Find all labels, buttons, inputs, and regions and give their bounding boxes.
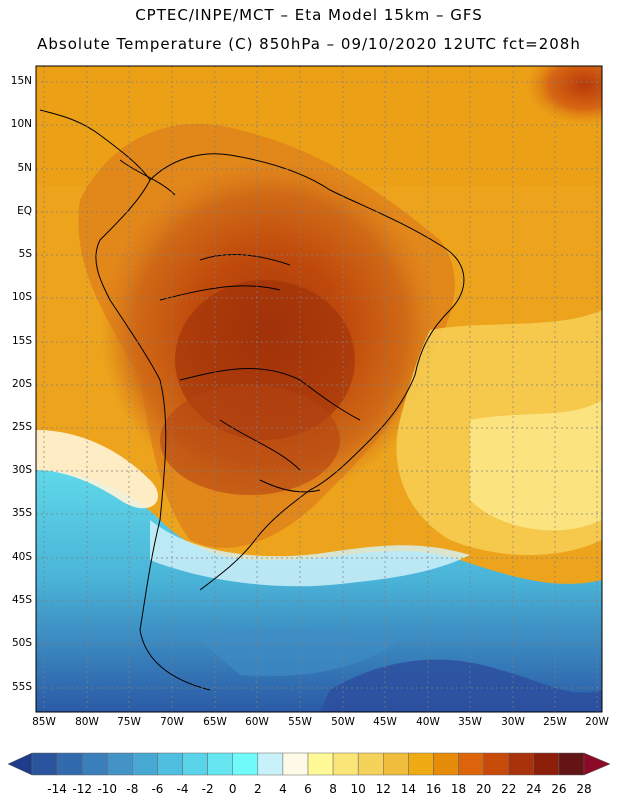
field-transition bbox=[36, 430, 159, 509]
lon-label: 25W bbox=[543, 716, 567, 728]
lon-label: 35W bbox=[458, 716, 482, 728]
colorbar-segment bbox=[408, 752, 434, 776]
lon-label: 70W bbox=[160, 716, 184, 728]
lon-label: 45W bbox=[373, 716, 397, 728]
lat-label: 10S bbox=[11, 291, 32, 303]
colorbar-label: 14 bbox=[400, 782, 416, 796]
field-cold-south bbox=[36, 470, 602, 712]
colorbar-segment bbox=[56, 752, 83, 776]
colorbar-label: 0 bbox=[228, 782, 237, 796]
title-line-1: CPTEC/INPE/MCT – Eta Model 15km – GFS bbox=[135, 6, 483, 24]
colorbar-label: 10 bbox=[350, 782, 366, 796]
colorbar-segment bbox=[508, 752, 535, 776]
lat-label: 35S bbox=[11, 507, 32, 519]
colorbar-label: 12 bbox=[375, 782, 391, 796]
colorbar-label: 4 bbox=[279, 782, 287, 796]
colorbar-label: 22 bbox=[501, 782, 517, 796]
coastlines bbox=[39, 109, 465, 691]
colorbar-segment bbox=[31, 752, 58, 776]
temperature-map bbox=[35, 65, 603, 713]
colorbar-label: -8 bbox=[126, 782, 139, 796]
colorbar-label: 2 bbox=[253, 782, 262, 796]
lon-label: 80W bbox=[75, 716, 99, 728]
lat-label: EQ bbox=[17, 205, 32, 217]
lon-label: 75W bbox=[117, 716, 141, 728]
lat-label: 55S bbox=[11, 681, 32, 693]
colorbar-segment bbox=[257, 752, 284, 776]
lon-label: 85W bbox=[32, 716, 56, 728]
field-transition-2 bbox=[150, 520, 470, 587]
colorbar-label: -2 bbox=[201, 782, 214, 796]
colorbar-segment bbox=[282, 752, 309, 776]
lat-label: 5S bbox=[18, 248, 32, 260]
lat-label: 15S bbox=[11, 335, 32, 347]
colorbar-label: 24 bbox=[526, 782, 542, 796]
lat-label: 20S bbox=[11, 378, 32, 390]
lon-label: 30W bbox=[501, 716, 525, 728]
colorbar-segment bbox=[307, 752, 334, 776]
colorbar-label: -6 bbox=[151, 782, 164, 796]
lat-label: 25S bbox=[11, 421, 32, 433]
lat-label: 10N bbox=[10, 118, 32, 130]
colorbar-segment bbox=[81, 752, 108, 776]
colorbar-label: -4 bbox=[176, 782, 189, 796]
colorbar-segment bbox=[157, 752, 183, 776]
colorbar-label: 6 bbox=[304, 782, 312, 796]
colorbar-segment bbox=[232, 752, 259, 776]
colorbar-segment bbox=[533, 752, 560, 776]
colorbar-arrow-right bbox=[583, 752, 611, 776]
lat-label: 45S bbox=[11, 594, 32, 606]
field-deep-cold bbox=[320, 659, 602, 712]
lon-label: 55W bbox=[288, 716, 312, 728]
lon-label: 60W bbox=[245, 716, 269, 728]
lat-label: 50S bbox=[11, 637, 32, 649]
colorbar-segment bbox=[483, 752, 509, 776]
lon-label: 40W bbox=[416, 716, 440, 728]
colorbar-segment bbox=[357, 752, 384, 776]
field-hot-core-3 bbox=[160, 385, 340, 495]
colorbar-segment bbox=[182, 752, 208, 776]
colorbar-label: -10 bbox=[97, 782, 118, 796]
plot-frame bbox=[35, 65, 603, 713]
lat-label: 30S bbox=[11, 464, 32, 476]
colorbar bbox=[7, 752, 611, 776]
colorbar-label: 28 bbox=[576, 782, 592, 796]
colorbar-label: -12 bbox=[72, 782, 92, 796]
lon-label: 65W bbox=[203, 716, 227, 728]
colorbar-segment bbox=[433, 752, 459, 776]
colorbar-label: 20 bbox=[475, 782, 492, 796]
colorbar-segment bbox=[458, 752, 484, 776]
colorbar-arrow-left bbox=[7, 752, 33, 776]
map-grid bbox=[36, 66, 602, 712]
field-pale-yellow bbox=[470, 400, 602, 531]
lon-label: 20W bbox=[585, 716, 609, 728]
colorbar-segment bbox=[107, 752, 133, 776]
lat-label: 5N bbox=[17, 162, 32, 174]
colorbar-segment bbox=[207, 752, 233, 776]
title-line-2: Absolute Temperature (C) 850hPa – 09/10/… bbox=[37, 35, 581, 53]
colorbar-segment bbox=[132, 752, 158, 776]
colorbar-segment bbox=[558, 752, 585, 776]
lat-label: 40S bbox=[11, 551, 32, 563]
colorbar-label: 8 bbox=[329, 782, 337, 796]
colorbar-label: -14 bbox=[47, 782, 67, 796]
field-ne-hotspot bbox=[525, 66, 602, 125]
colorbar-segment bbox=[332, 752, 359, 776]
colorbar-label: 18 bbox=[450, 782, 467, 796]
lat-label: 15N bbox=[10, 75, 32, 87]
lon-label: 50W bbox=[331, 716, 355, 728]
colorbar-label: 26 bbox=[551, 782, 567, 796]
colorbar-label: 16 bbox=[425, 782, 442, 796]
colorbar-segment bbox=[383, 752, 409, 776]
